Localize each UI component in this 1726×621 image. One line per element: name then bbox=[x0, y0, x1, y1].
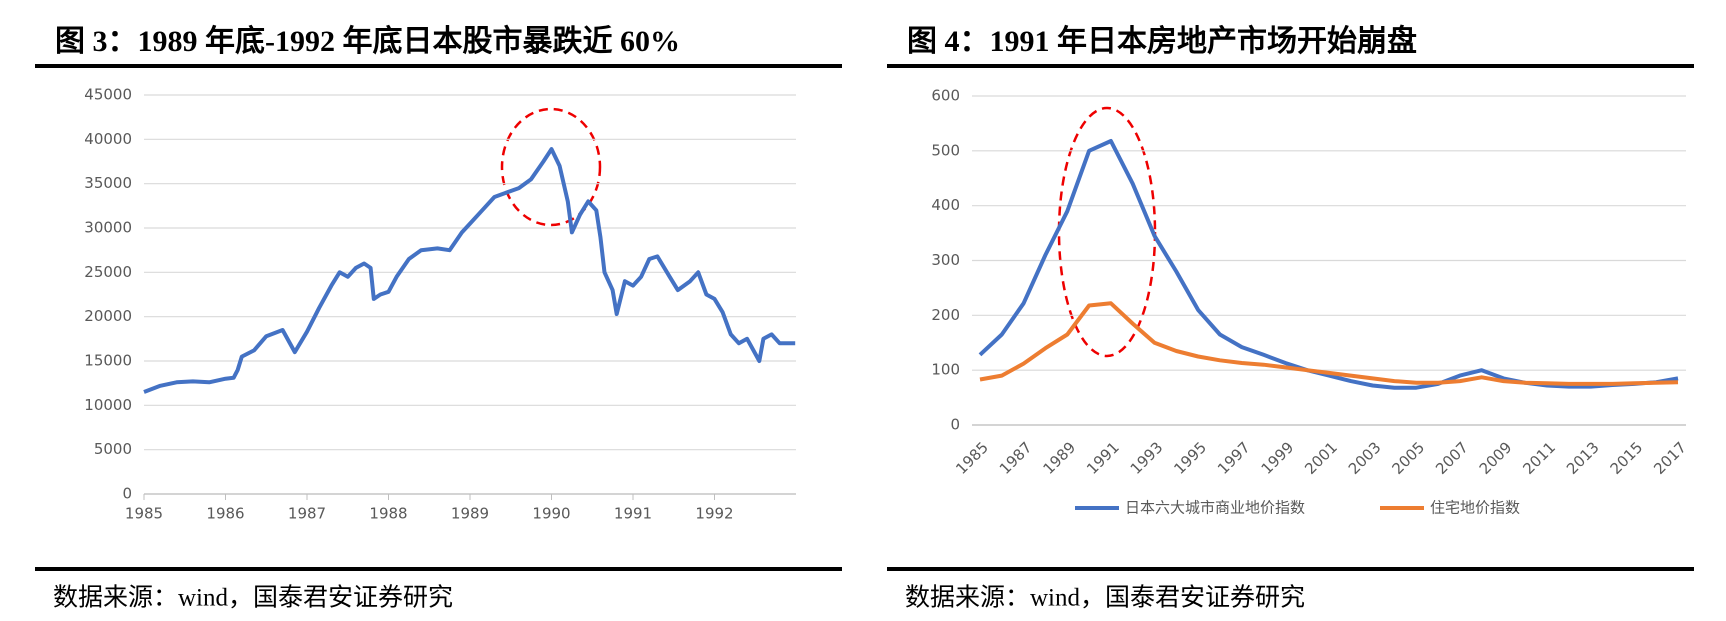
y-tick-label: 0 bbox=[950, 416, 960, 434]
x-tick-label: 1991 bbox=[614, 505, 652, 523]
y-tick-label: 25000 bbox=[84, 263, 132, 281]
x-tick-label: 1995 bbox=[1170, 438, 1210, 478]
x-tick-label: 2005 bbox=[1389, 438, 1429, 478]
y-tick-label: 5000 bbox=[94, 440, 132, 458]
x-tick-label: 2007 bbox=[1432, 438, 1472, 478]
x-tick-label: 1989 bbox=[451, 505, 489, 523]
x-tick-label: 1992 bbox=[695, 505, 733, 523]
x-tick-label: 2015 bbox=[1607, 438, 1647, 478]
x-tick-label: 1986 bbox=[206, 505, 244, 523]
x-tick-label: 1987 bbox=[288, 505, 326, 523]
series-line bbox=[143, 147, 796, 394]
x-tick-label: 2011 bbox=[1519, 438, 1559, 478]
x-tick-label: 1985 bbox=[952, 438, 992, 478]
source-rule bbox=[887, 567, 1694, 571]
x-tick-label: 2001 bbox=[1301, 438, 1341, 478]
y-tick-label: 600 bbox=[931, 87, 960, 105]
y-tick-label: 45000 bbox=[84, 86, 132, 104]
x-tick-label: 1988 bbox=[369, 505, 407, 523]
title-rule bbox=[887, 64, 1694, 68]
x-tick-label: 1997 bbox=[1214, 438, 1254, 478]
y-tick-label: 100 bbox=[931, 361, 960, 379]
legend-label: 日本六大城市商业地价指数 bbox=[1125, 499, 1305, 517]
y-tick-label: 300 bbox=[931, 251, 960, 269]
y-tick-label: 200 bbox=[931, 306, 960, 324]
y-tick-label: 0 bbox=[122, 485, 132, 503]
y-tick-label: 20000 bbox=[84, 307, 132, 325]
highlight-ellipse bbox=[500, 107, 602, 227]
source-rule bbox=[35, 567, 842, 571]
y-tick-label: 35000 bbox=[84, 174, 132, 192]
y-tick-label: 10000 bbox=[84, 396, 132, 414]
y-tick-label: 40000 bbox=[84, 130, 132, 148]
x-tick-label: 1987 bbox=[996, 438, 1036, 478]
y-tick-label: 500 bbox=[931, 141, 960, 159]
series-line bbox=[979, 301, 1679, 386]
source-note: 数据来源：wind，国泰君安证券研究 bbox=[53, 584, 453, 612]
chart-title: 图 4：1991 年日本房地产市场开始崩盘 bbox=[907, 24, 1417, 58]
series-line bbox=[978, 139, 1679, 390]
x-tick-label: 1999 bbox=[1258, 438, 1298, 478]
x-tick-label: 2009 bbox=[1476, 438, 1516, 478]
legend-label: 住宅地价指数 bbox=[1430, 499, 1520, 517]
source-note: 数据来源：wind，国泰君安证券研究 bbox=[905, 584, 1305, 612]
x-tick-label: 1989 bbox=[1040, 438, 1080, 478]
x-tick-label: 2017 bbox=[1650, 438, 1690, 478]
x-tick-label: 1993 bbox=[1127, 438, 1167, 478]
x-tick-label: 1990 bbox=[532, 505, 570, 523]
x-tick-label: 1991 bbox=[1083, 438, 1123, 478]
chart-title: 图 3：1989 年底-1992 年底日本股市暴跌近 60% bbox=[55, 24, 680, 58]
x-tick-label: 2013 bbox=[1563, 438, 1603, 478]
y-tick-label: 15000 bbox=[84, 352, 132, 370]
title-rule bbox=[35, 64, 842, 68]
x-tick-label: 2003 bbox=[1345, 438, 1385, 478]
y-tick-label: 400 bbox=[931, 196, 960, 214]
x-tick-label: 1985 bbox=[125, 505, 163, 523]
y-tick-label: 30000 bbox=[84, 219, 132, 237]
highlight-ellipse bbox=[1057, 106, 1157, 358]
